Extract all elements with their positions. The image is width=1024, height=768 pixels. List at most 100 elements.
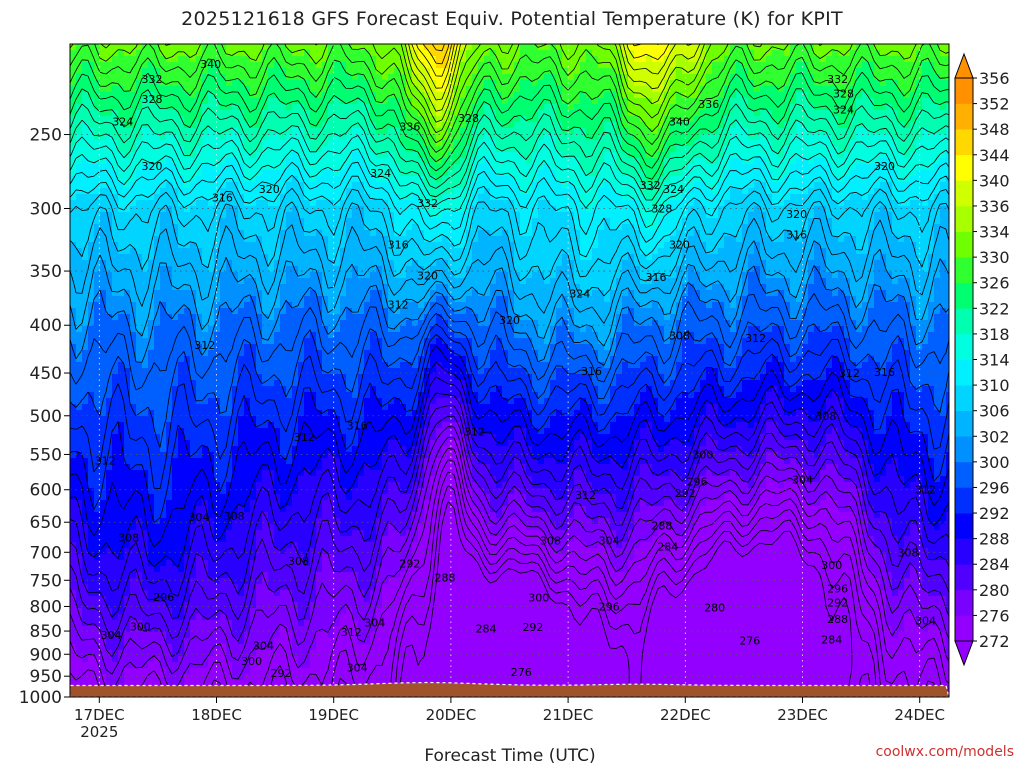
field-cell (616, 86, 623, 93)
field-cell (664, 146, 671, 153)
field-cell (430, 50, 437, 57)
field-cell (772, 206, 779, 213)
field-cell (328, 152, 335, 159)
field-cell (676, 188, 683, 195)
field-cell (154, 122, 161, 129)
field-cell (550, 110, 557, 117)
field-cell (220, 164, 227, 171)
field-cell (700, 194, 707, 201)
field-cell (838, 62, 845, 69)
field-cell (544, 122, 551, 129)
field-cell (148, 80, 155, 87)
field-cell (376, 86, 383, 93)
field-cell (622, 176, 629, 183)
field-cell (556, 50, 563, 57)
field-cell (214, 62, 221, 69)
field-cell (262, 158, 269, 165)
field-cell (376, 116, 383, 123)
field-cell (634, 188, 641, 195)
field-cell (250, 242, 257, 249)
field-cell (928, 134, 935, 141)
field-cell (100, 146, 107, 153)
field-cell (514, 86, 521, 93)
field-cell (490, 122, 497, 129)
field-cell (850, 50, 857, 57)
field-cell (340, 110, 347, 117)
field-cell (874, 158, 881, 165)
field-cell (928, 56, 935, 63)
field-cell (280, 98, 287, 105)
field-cell (82, 50, 89, 57)
field-cell (922, 146, 929, 153)
field-cell (652, 74, 659, 81)
field-cell (328, 92, 335, 99)
field-cell (640, 122, 647, 129)
field-cell (784, 98, 791, 105)
field-cell (418, 140, 425, 147)
field-cell (208, 122, 215, 129)
field-cell (376, 182, 383, 189)
field-cell (688, 152, 695, 159)
field-cell (544, 80, 551, 87)
field-cell (160, 164, 167, 171)
field-cell (322, 140, 329, 147)
field-cell (598, 170, 605, 177)
field-cell (364, 56, 371, 63)
field-cell (166, 128, 173, 135)
field-cell (382, 56, 389, 63)
field-cell (898, 92, 905, 99)
field-cell (154, 206, 161, 213)
field-cell (580, 188, 587, 195)
field-cell (922, 62, 929, 69)
field-cell (436, 98, 443, 105)
field-cell (832, 56, 839, 63)
field-cell (844, 134, 851, 141)
field-cell (502, 104, 509, 111)
field-cell (532, 116, 539, 123)
field-cell (538, 242, 545, 249)
field-cell (808, 98, 815, 105)
field-cell (568, 188, 575, 195)
field-cell (352, 104, 359, 111)
field-cell (112, 86, 119, 93)
field-cell (514, 56, 521, 63)
field-cell (688, 110, 695, 117)
field-cell (634, 152, 641, 159)
field-cell (886, 98, 893, 105)
field-cell (604, 50, 611, 57)
field-cell (892, 92, 899, 99)
field-cell (628, 164, 635, 171)
field-cell (202, 194, 209, 201)
field-cell (178, 86, 185, 93)
field-cell (82, 164, 89, 171)
field-cell (262, 122, 269, 129)
field-cell (124, 182, 131, 189)
field-cell (310, 104, 317, 111)
field-cell (778, 92, 785, 99)
field-cell (586, 176, 593, 183)
field-cell (460, 122, 467, 129)
field-cell (826, 158, 833, 165)
field-cell (532, 194, 539, 201)
field-cell (736, 110, 743, 117)
field-cell (778, 122, 785, 129)
field-cell (238, 182, 245, 189)
field-cell (298, 62, 305, 69)
field-cell (418, 116, 425, 123)
field-cell (532, 182, 539, 189)
field-cell (538, 56, 545, 63)
field-cell (484, 62, 491, 69)
field-cell (388, 110, 395, 117)
field-cell (148, 74, 155, 81)
field-cell (514, 140, 521, 147)
field-cell (514, 176, 521, 183)
field-cell (364, 80, 371, 87)
field-cell (238, 200, 245, 207)
field-cell (598, 98, 605, 105)
field-cell (196, 80, 203, 87)
field-cell (586, 44, 593, 51)
field-cell (940, 134, 947, 141)
field-cell (478, 218, 485, 225)
field-cell (646, 56, 653, 63)
field-cell (754, 230, 761, 237)
